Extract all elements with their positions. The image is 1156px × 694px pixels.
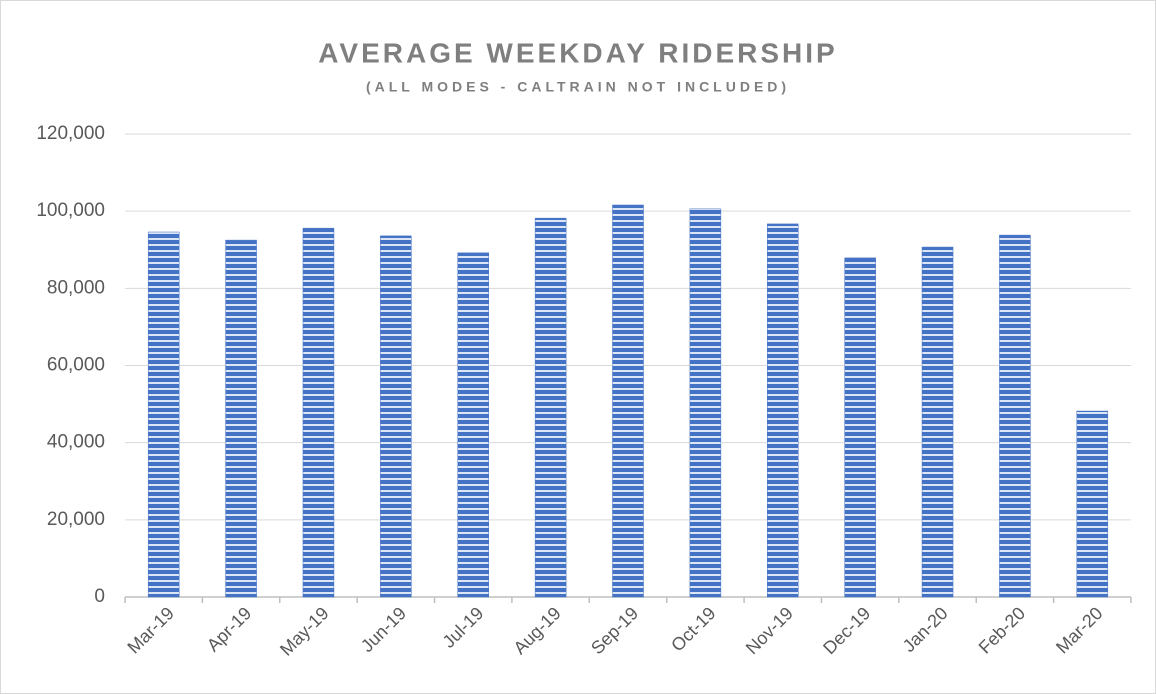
chart-subtitle: (ALL MODES - CALTRAIN NOT INCLUDED) (366, 79, 790, 95)
y-tick-label: 0 (94, 586, 105, 607)
bar (689, 208, 722, 598)
y-tick-label: 40,000 (47, 432, 105, 453)
y-tick-label: 80,000 (47, 277, 105, 298)
bar (534, 217, 567, 598)
bar (844, 257, 876, 598)
bar (147, 231, 180, 598)
bar (1076, 410, 1109, 598)
bar (302, 227, 335, 598)
y-tick-label: 60,000 (47, 355, 105, 376)
bar (767, 223, 799, 598)
bar (225, 239, 257, 598)
bar (999, 234, 1031, 598)
y-tick-label: 120,000 (36, 123, 105, 144)
y-tick-label: 20,000 (47, 509, 105, 530)
chart-title: AVERAGE WEEKDAY RIDERSHIP (318, 37, 837, 68)
y-tick-label: 100,000 (36, 200, 105, 221)
bar (921, 246, 954, 598)
bar (457, 252, 489, 598)
bar (380, 235, 412, 598)
bar (612, 204, 644, 598)
